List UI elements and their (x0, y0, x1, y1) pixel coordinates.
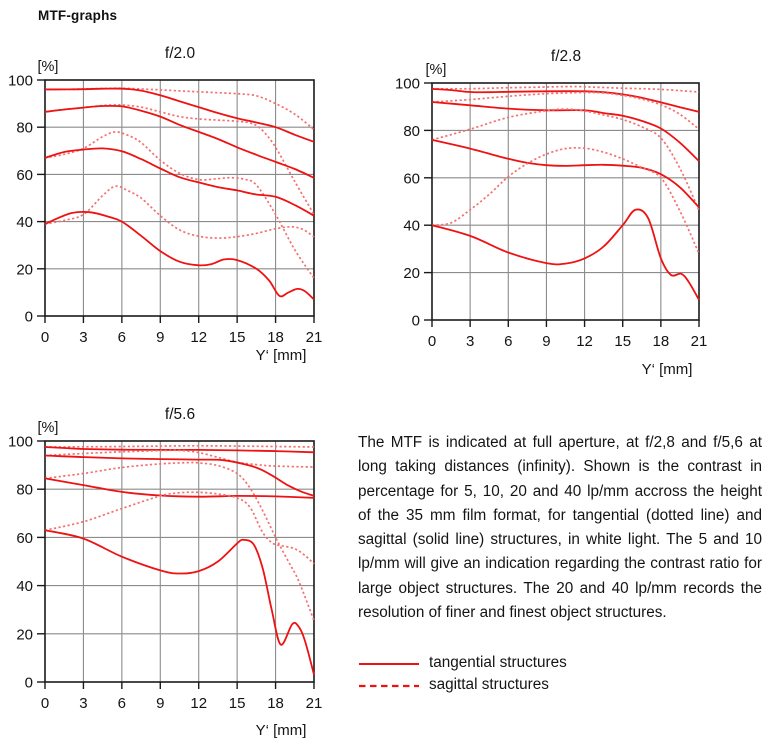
page-title: MTF-graphs (38, 8, 118, 23)
mtf-curve-5-lp-mm-tangential (44, 87, 315, 143)
mtf-curve-20-lp-mm-tangential (44, 147, 315, 217)
chart-title: f/2.8 (551, 48, 581, 65)
legend-item-tangential: tangential structures (358, 652, 762, 674)
x-tick-label: 18 (267, 695, 284, 712)
mtf-curve-40-lp-mm-sagittal (431, 146, 700, 254)
mtf-curve-10-lp-mm-sagittal (44, 104, 315, 215)
plot-area: 0 3 6 9 12 15 18 21 100 80 60 40 20 0 (395, 76, 707, 351)
mtf-curve-5-lp-mm-sagittal (431, 85, 700, 93)
x-tick-label: 3 (79, 329, 87, 346)
mtf-curve-40-lp-mm-tangential (44, 210, 315, 301)
y-tick-label: 100 (395, 76, 420, 93)
curve-legend: tangential structures sagittal structure… (358, 652, 762, 696)
x-axis-label: Y‘ [mm] (642, 361, 693, 378)
x-tick-label: 3 (79, 695, 87, 712)
plot-area: 0 3 6 9 12 15 18 21 100 80 60 40 20 0 (8, 434, 322, 713)
x-tick-label: 9 (156, 329, 164, 346)
x-tick-label: 0 (41, 695, 49, 712)
mtf-curve-20-lp-mm-sagittal (431, 108, 700, 211)
mtf-chart-f2.0: f/2.0 [%] Y‘ [mm] 0 3 6 9 12 15 18 21 100 80 60 40 2… (8, 45, 322, 364)
x-tick-label: 6 (504, 333, 512, 350)
x-tick-label: 3 (466, 333, 474, 350)
y-tick-label: 60 (16, 167, 33, 184)
y-axis-unit-label: [%] (38, 420, 59, 436)
y-tick-label: 80 (16, 482, 33, 499)
x-tick-label: 15 (229, 329, 246, 346)
dashed-line-icon (359, 684, 419, 688)
x-tick-label: 15 (229, 695, 246, 712)
mtf-curve-20-lp-mm-tangential (44, 477, 315, 499)
mtf-curve-20-lp-mm-tangential (431, 139, 700, 209)
mtf-curve-40-lp-mm-tangential (431, 208, 700, 301)
y-axis-unit-label: [%] (426, 62, 447, 78)
x-axis-label: Y‘ [mm] (256, 347, 307, 364)
y-tick-label: 80 (16, 120, 33, 137)
y-tick-label: 100 (8, 434, 33, 451)
mtf-chart-f5.6: f/5.6 [%] Y‘ [mm] 0 3 6 9 12 15 18 21 100 80 60 40 2… (8, 406, 322, 739)
plot-frame (44, 79, 315, 317)
legend-item-sagittal: sagittal structures (358, 674, 762, 696)
mtf-curve-10-lp-mm-tangential (44, 454, 315, 497)
mtf-curve-20-lp-mm-sagittal (44, 131, 315, 279)
x-axis-label: Y‘ [mm] (256, 722, 307, 739)
mtf-curve-10-lp-mm-tangential (431, 101, 700, 162)
x-tick-label: 9 (542, 333, 550, 350)
x-tick-label: 21 (306, 329, 323, 346)
mtf-curve-40-lp-mm-tangential (44, 529, 315, 676)
x-tick-label: 12 (190, 695, 207, 712)
mtf-curve-5-lp-mm-tangential (431, 88, 700, 113)
description-paragraph: The MTF is indicated at full aperture, a… (358, 434, 762, 622)
y-tick-label: 60 (403, 170, 420, 187)
mtf-chart-f2.8: f/2.8 [%] Y‘ [mm] 0 3 6 9 12 15 18 21 100 80 60 40 2… (395, 48, 707, 378)
mtf-curve-5-lp-mm-sagittal (44, 444, 315, 448)
y-tick-label: 20 (16, 261, 33, 278)
y-axis-unit-label: [%] (38, 59, 59, 75)
x-tick-label: 9 (156, 695, 164, 712)
x-tick-label: 21 (691, 333, 708, 350)
x-tick-label: 0 (41, 329, 49, 346)
x-tick-label: 6 (118, 329, 126, 346)
mtf-curve-40-lp-mm-sagittal (44, 185, 315, 239)
y-tick-label: 0 (25, 309, 33, 326)
y-tick-label: 40 (16, 578, 33, 595)
chart-title: f/5.6 (165, 406, 195, 423)
legend-label-tangential: tangential structures (429, 654, 567, 671)
y-tick-label: 80 (403, 123, 420, 140)
mtf-curve-10-lp-mm-sagittal (431, 91, 700, 130)
solid-line-icon (359, 663, 419, 665)
mtf-curve-10-lp-mm-tangential (44, 104, 315, 179)
x-tick-label: 18 (267, 329, 284, 346)
plot-area: 0 3 6 9 12 15 18 21 100 80 60 40 20 0 (8, 73, 322, 347)
mtf-curve-40-lp-mm-sagittal (44, 491, 315, 565)
y-tick-label: 20 (403, 265, 420, 282)
x-tick-label: 21 (306, 695, 323, 712)
plot-frame (431, 82, 700, 321)
x-tick-label: 12 (576, 333, 593, 350)
x-tick-label: 15 (614, 333, 631, 350)
y-tick-label: 40 (403, 218, 420, 235)
plot-frame (44, 440, 315, 683)
x-tick-label: 0 (428, 333, 436, 350)
mtf-curve-10-lp-mm-sagittal (44, 449, 315, 468)
y-tick-label: 60 (16, 530, 33, 547)
x-tick-label: 18 (653, 333, 670, 350)
y-tick-label: 20 (16, 626, 33, 643)
y-tick-label: 0 (412, 313, 420, 330)
mtf-curve-20-lp-mm-sagittal (44, 461, 315, 621)
chart-title: f/2.0 (165, 45, 196, 62)
legend-label-sagittal: sagittal structures (429, 676, 549, 693)
y-tick-label: 40 (16, 214, 33, 231)
mtf-curve-5-lp-mm-sagittal (44, 87, 315, 131)
y-tick-label: 100 (8, 73, 33, 90)
y-tick-label: 0 (25, 675, 33, 692)
x-tick-label: 6 (118, 695, 126, 712)
x-tick-label: 12 (190, 329, 207, 346)
